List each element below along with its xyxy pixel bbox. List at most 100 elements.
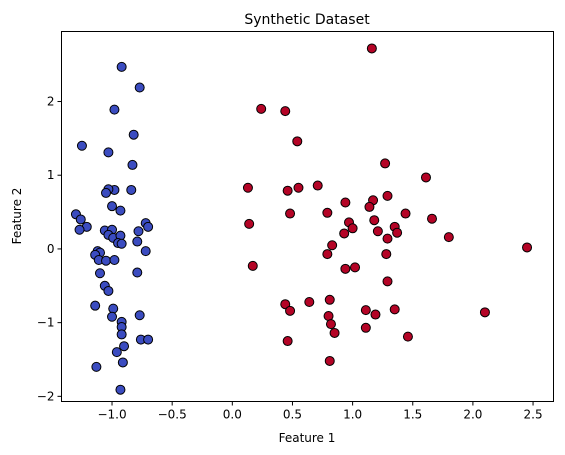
points-layer <box>70 43 533 395</box>
x-tick-label: 2.5 <box>524 408 543 422</box>
data-point <box>119 341 130 352</box>
data-point <box>382 190 393 201</box>
x-axis-label: Feature 1 <box>279 431 336 445</box>
data-point <box>324 355 335 366</box>
x-tick-label: −0.5 <box>158 408 187 422</box>
data-point <box>101 187 112 198</box>
y-axis-label: Feature 2 <box>10 188 24 245</box>
data-point <box>115 205 126 216</box>
data-point <box>132 236 143 247</box>
data-point <box>109 254 120 265</box>
data-point <box>115 384 126 395</box>
x-tick-label: 0.0 <box>223 408 242 422</box>
data-point <box>116 238 127 249</box>
data-point <box>280 299 291 310</box>
data-point <box>402 331 413 342</box>
data-point <box>117 357 128 368</box>
data-point <box>427 213 437 224</box>
data-point <box>244 218 255 229</box>
data-point <box>323 311 334 321</box>
data-point <box>132 267 143 278</box>
data-point <box>325 319 336 330</box>
data-point <box>370 309 381 320</box>
data-point <box>91 361 102 372</box>
x-tick-label: 2.0 <box>463 408 482 422</box>
chart-title: Synthetic Dataset <box>244 12 370 28</box>
data-point <box>285 305 296 316</box>
x-tick-label: −1.0 <box>97 408 126 422</box>
data-point <box>327 240 338 251</box>
data-point <box>134 82 145 93</box>
data-point <box>111 347 122 358</box>
y-tick-label: 1 <box>47 168 55 182</box>
data-point <box>340 197 351 208</box>
data-point <box>364 201 375 212</box>
data-point <box>128 129 139 140</box>
data-point <box>280 106 291 117</box>
data-point <box>107 311 118 322</box>
data-point <box>108 303 119 314</box>
data-point <box>324 294 335 305</box>
x-tick-label: 1.5 <box>403 408 422 422</box>
data-point <box>76 140 87 151</box>
data-point <box>101 255 112 266</box>
data-point <box>282 185 293 196</box>
data-point <box>116 61 127 72</box>
data-point <box>360 305 371 316</box>
data-point <box>322 249 333 260</box>
data-point <box>312 180 323 191</box>
plot-area-frame <box>61 31 554 402</box>
y-tick-label: 0 <box>47 242 55 256</box>
data-point <box>247 260 258 271</box>
data-point <box>360 322 371 333</box>
x-tick-label: 0.5 <box>283 408 302 422</box>
data-point <box>134 310 145 321</box>
y-tick-label: −2 <box>37 389 55 403</box>
data-point <box>443 232 454 243</box>
data-point <box>256 103 267 114</box>
data-point <box>389 304 400 315</box>
data-point <box>322 207 333 218</box>
data-point <box>292 136 303 147</box>
data-point <box>381 249 392 260</box>
data-point <box>133 226 144 237</box>
data-point <box>479 307 490 318</box>
data-point <box>329 327 340 338</box>
data-point <box>74 224 85 235</box>
y-tick-label: −1 <box>37 316 55 330</box>
data-point <box>304 297 315 307</box>
data-point <box>75 214 86 225</box>
data-point <box>366 43 377 54</box>
data-point <box>116 329 127 340</box>
data-point <box>420 172 431 183</box>
data-point <box>369 215 380 226</box>
data-point <box>107 201 118 212</box>
y-axis: −2 −1 0 1 2 <box>37 95 62 403</box>
data-point <box>282 336 293 347</box>
data-point <box>143 221 154 232</box>
data-point <box>380 158 391 169</box>
data-point <box>293 182 304 193</box>
x-axis: −1.0 −0.5 0.0 0.5 1.0 1.5 2.0 2.5 <box>97 401 543 422</box>
x-tick-label: 1.0 <box>343 408 362 422</box>
data-point <box>103 147 114 158</box>
data-point <box>90 300 101 311</box>
data-point <box>140 246 151 257</box>
data-point <box>127 159 138 170</box>
data-point <box>339 228 350 239</box>
data-point <box>347 223 358 234</box>
data-point <box>392 227 403 238</box>
data-point <box>400 208 411 219</box>
data-point <box>285 208 296 219</box>
data-point <box>382 276 393 287</box>
data-point <box>350 262 361 273</box>
data-point <box>522 242 533 253</box>
data-point <box>94 268 105 279</box>
data-point <box>109 104 120 115</box>
data-point <box>242 182 253 193</box>
data-point <box>382 233 393 244</box>
data-point <box>126 184 137 195</box>
data-point <box>372 226 383 237</box>
data-point <box>103 285 114 296</box>
data-point <box>340 263 351 274</box>
